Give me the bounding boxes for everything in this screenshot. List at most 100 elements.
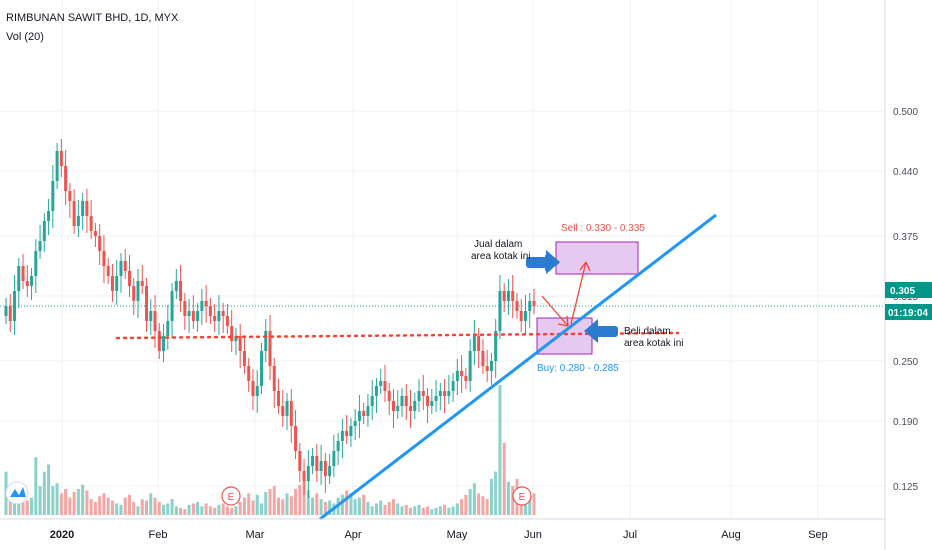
red-arrow-up xyxy=(570,261,591,325)
volume-bar xyxy=(132,502,136,515)
y-tick-label: 0.375 xyxy=(893,232,918,243)
volume-bar xyxy=(76,489,80,515)
candle-body xyxy=(443,391,447,396)
candle-body xyxy=(72,201,76,226)
volume-bar xyxy=(464,494,468,515)
chart-title[interactable]: RIMBUNAN SAWIT BHD, 1D, MYX xyxy=(6,12,179,24)
earnings-marker-1[interactable]: E xyxy=(221,486,241,506)
buy-zone-box xyxy=(536,317,593,355)
candle-body xyxy=(387,391,391,401)
x-tick-label: May xyxy=(447,529,468,541)
candle-body xyxy=(294,426,298,451)
candle-body xyxy=(217,311,221,321)
volume-bar xyxy=(289,496,293,515)
countdown-tag: 01:19:04 xyxy=(885,304,932,320)
candle-body xyxy=(145,286,149,321)
earnings-marker-2[interactable]: E xyxy=(512,486,532,506)
volume-bar xyxy=(166,503,170,515)
volume-bar xyxy=(409,507,413,515)
volume-indicator-label[interactable]: Vol (20) xyxy=(6,31,44,43)
candle-body xyxy=(251,381,255,396)
countdown-value: 01:19:04 xyxy=(888,308,928,319)
candle-body xyxy=(298,451,302,471)
candle-body xyxy=(357,411,361,421)
volume-bar xyxy=(140,499,144,515)
volume-bar xyxy=(528,497,532,515)
volume-bar xyxy=(81,484,85,515)
candle-body xyxy=(30,276,34,286)
volume-bar xyxy=(157,502,161,515)
volume-bar xyxy=(374,503,378,515)
candle-body xyxy=(477,336,481,351)
volume-bar xyxy=(413,506,417,515)
x-axis-labels[interactable]: 2020 Feb Mar Apr May Jun Jul Aug Sep xyxy=(50,529,828,541)
candle-body xyxy=(272,366,276,391)
x-tick-label: Jun xyxy=(524,529,542,541)
candle-body xyxy=(434,396,438,401)
candle-body xyxy=(366,406,370,416)
candle-body xyxy=(345,431,349,436)
buy-note-line-1: Beli dalam xyxy=(624,326,671,337)
tradingview-logo-icon[interactable] xyxy=(5,481,29,505)
candle-body xyxy=(136,281,140,301)
candle-body xyxy=(25,281,29,286)
volume-bar xyxy=(498,385,502,515)
volume-bar xyxy=(247,493,251,515)
chart-grid xyxy=(0,0,885,519)
volume-bar xyxy=(345,490,349,515)
volume-bar xyxy=(400,506,404,515)
volume-bar xyxy=(196,502,200,515)
x-tick-label: Sep xyxy=(808,529,828,541)
buy-arrow-icon xyxy=(584,319,618,343)
volume-bar xyxy=(311,497,315,515)
volume-bar xyxy=(208,506,212,515)
volume-bar xyxy=(255,494,259,515)
candle-body xyxy=(489,361,493,371)
candle-body xyxy=(264,331,268,351)
volume-bar xyxy=(268,489,272,515)
volume-bar xyxy=(59,493,63,515)
x-tick-label: Feb xyxy=(149,529,168,541)
candle-body xyxy=(110,276,114,291)
candle-body xyxy=(417,391,421,401)
volume-bar xyxy=(106,497,110,515)
volume-bar xyxy=(264,491,268,515)
sell-note-line-1: Jual dalam xyxy=(474,239,522,250)
candle-body xyxy=(191,311,195,321)
x-tick-label: Mar xyxy=(246,529,265,541)
volume-bar xyxy=(443,504,447,515)
volume-bar xyxy=(285,493,289,515)
candle-body xyxy=(183,301,187,316)
candle-body xyxy=(98,236,102,251)
volume-bar xyxy=(85,490,89,515)
volume-bar xyxy=(187,504,191,515)
volume-bar xyxy=(183,509,187,515)
candle-body xyxy=(374,386,378,396)
candle-body xyxy=(225,316,229,326)
candle-body xyxy=(115,276,119,291)
x-tick-label: Aug xyxy=(721,529,741,541)
volume-bar xyxy=(319,499,323,515)
volume-bar xyxy=(294,489,298,515)
candle-body xyxy=(302,471,306,481)
x-tick-label: Apr xyxy=(344,529,361,541)
volume-bar xyxy=(451,506,455,515)
candle-body xyxy=(349,426,353,436)
candle-body xyxy=(213,316,217,321)
candle-body xyxy=(481,351,485,366)
candle-body xyxy=(413,401,417,411)
last-price-tag: 0.305 xyxy=(885,282,932,298)
volume-bar xyxy=(302,480,306,515)
volume-bar xyxy=(170,499,174,515)
volume-bar xyxy=(481,496,485,515)
candle-body xyxy=(319,461,323,471)
candle-body xyxy=(336,441,340,451)
candle-body xyxy=(438,391,442,396)
volume-bar xyxy=(277,497,281,515)
candle-body xyxy=(409,406,413,411)
volume-bar xyxy=(532,493,536,515)
candle-body xyxy=(153,311,157,331)
volume-bar xyxy=(460,499,464,515)
